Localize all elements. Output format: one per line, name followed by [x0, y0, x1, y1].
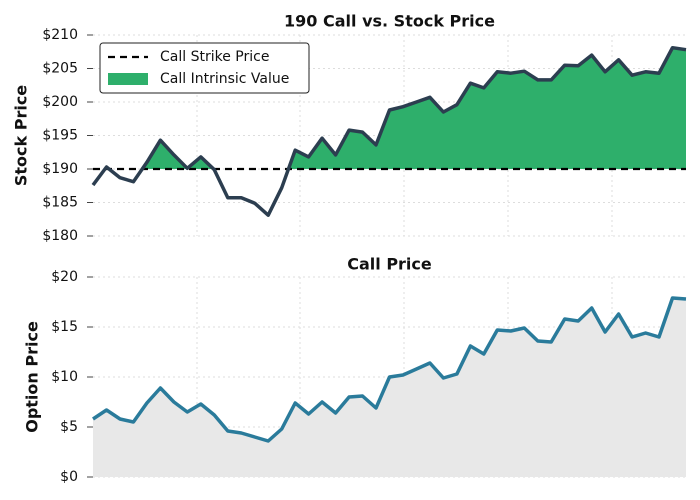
y-tick-label: $190	[42, 161, 78, 177]
y-axis-label: Stock Price	[12, 85, 31, 186]
y-tick-label: $210	[42, 27, 78, 43]
price-area	[93, 298, 686, 477]
y-tick-label: $195	[42, 128, 78, 144]
y-tick-label: $185	[42, 195, 78, 211]
price-line	[91, 45, 687, 217]
legend-label: Call Strike Price	[160, 49, 269, 65]
legend-swatch	[108, 73, 148, 85]
y-tick-label: $200	[42, 94, 78, 110]
y-axis-label: Option Price	[23, 321, 42, 433]
chart-title: Call Price	[347, 255, 432, 274]
legend-label: Call Intrinsic Value	[160, 71, 289, 87]
legend-box	[99, 42, 310, 94]
y-tick-label: $180	[42, 228, 78, 244]
price-line	[92, 296, 687, 443]
y-tick-label: $0	[60, 469, 78, 485]
y-tick-label: $20	[51, 269, 78, 285]
intrinsic-area	[93, 47, 686, 169]
y-tick-label: $5	[60, 419, 78, 435]
chart-title: 190 Call vs. Stock Price	[284, 12, 495, 31]
y-tick-label: $15	[51, 319, 78, 335]
y-tick-label: $205	[42, 61, 78, 77]
y-tick-label: $10	[51, 369, 78, 385]
